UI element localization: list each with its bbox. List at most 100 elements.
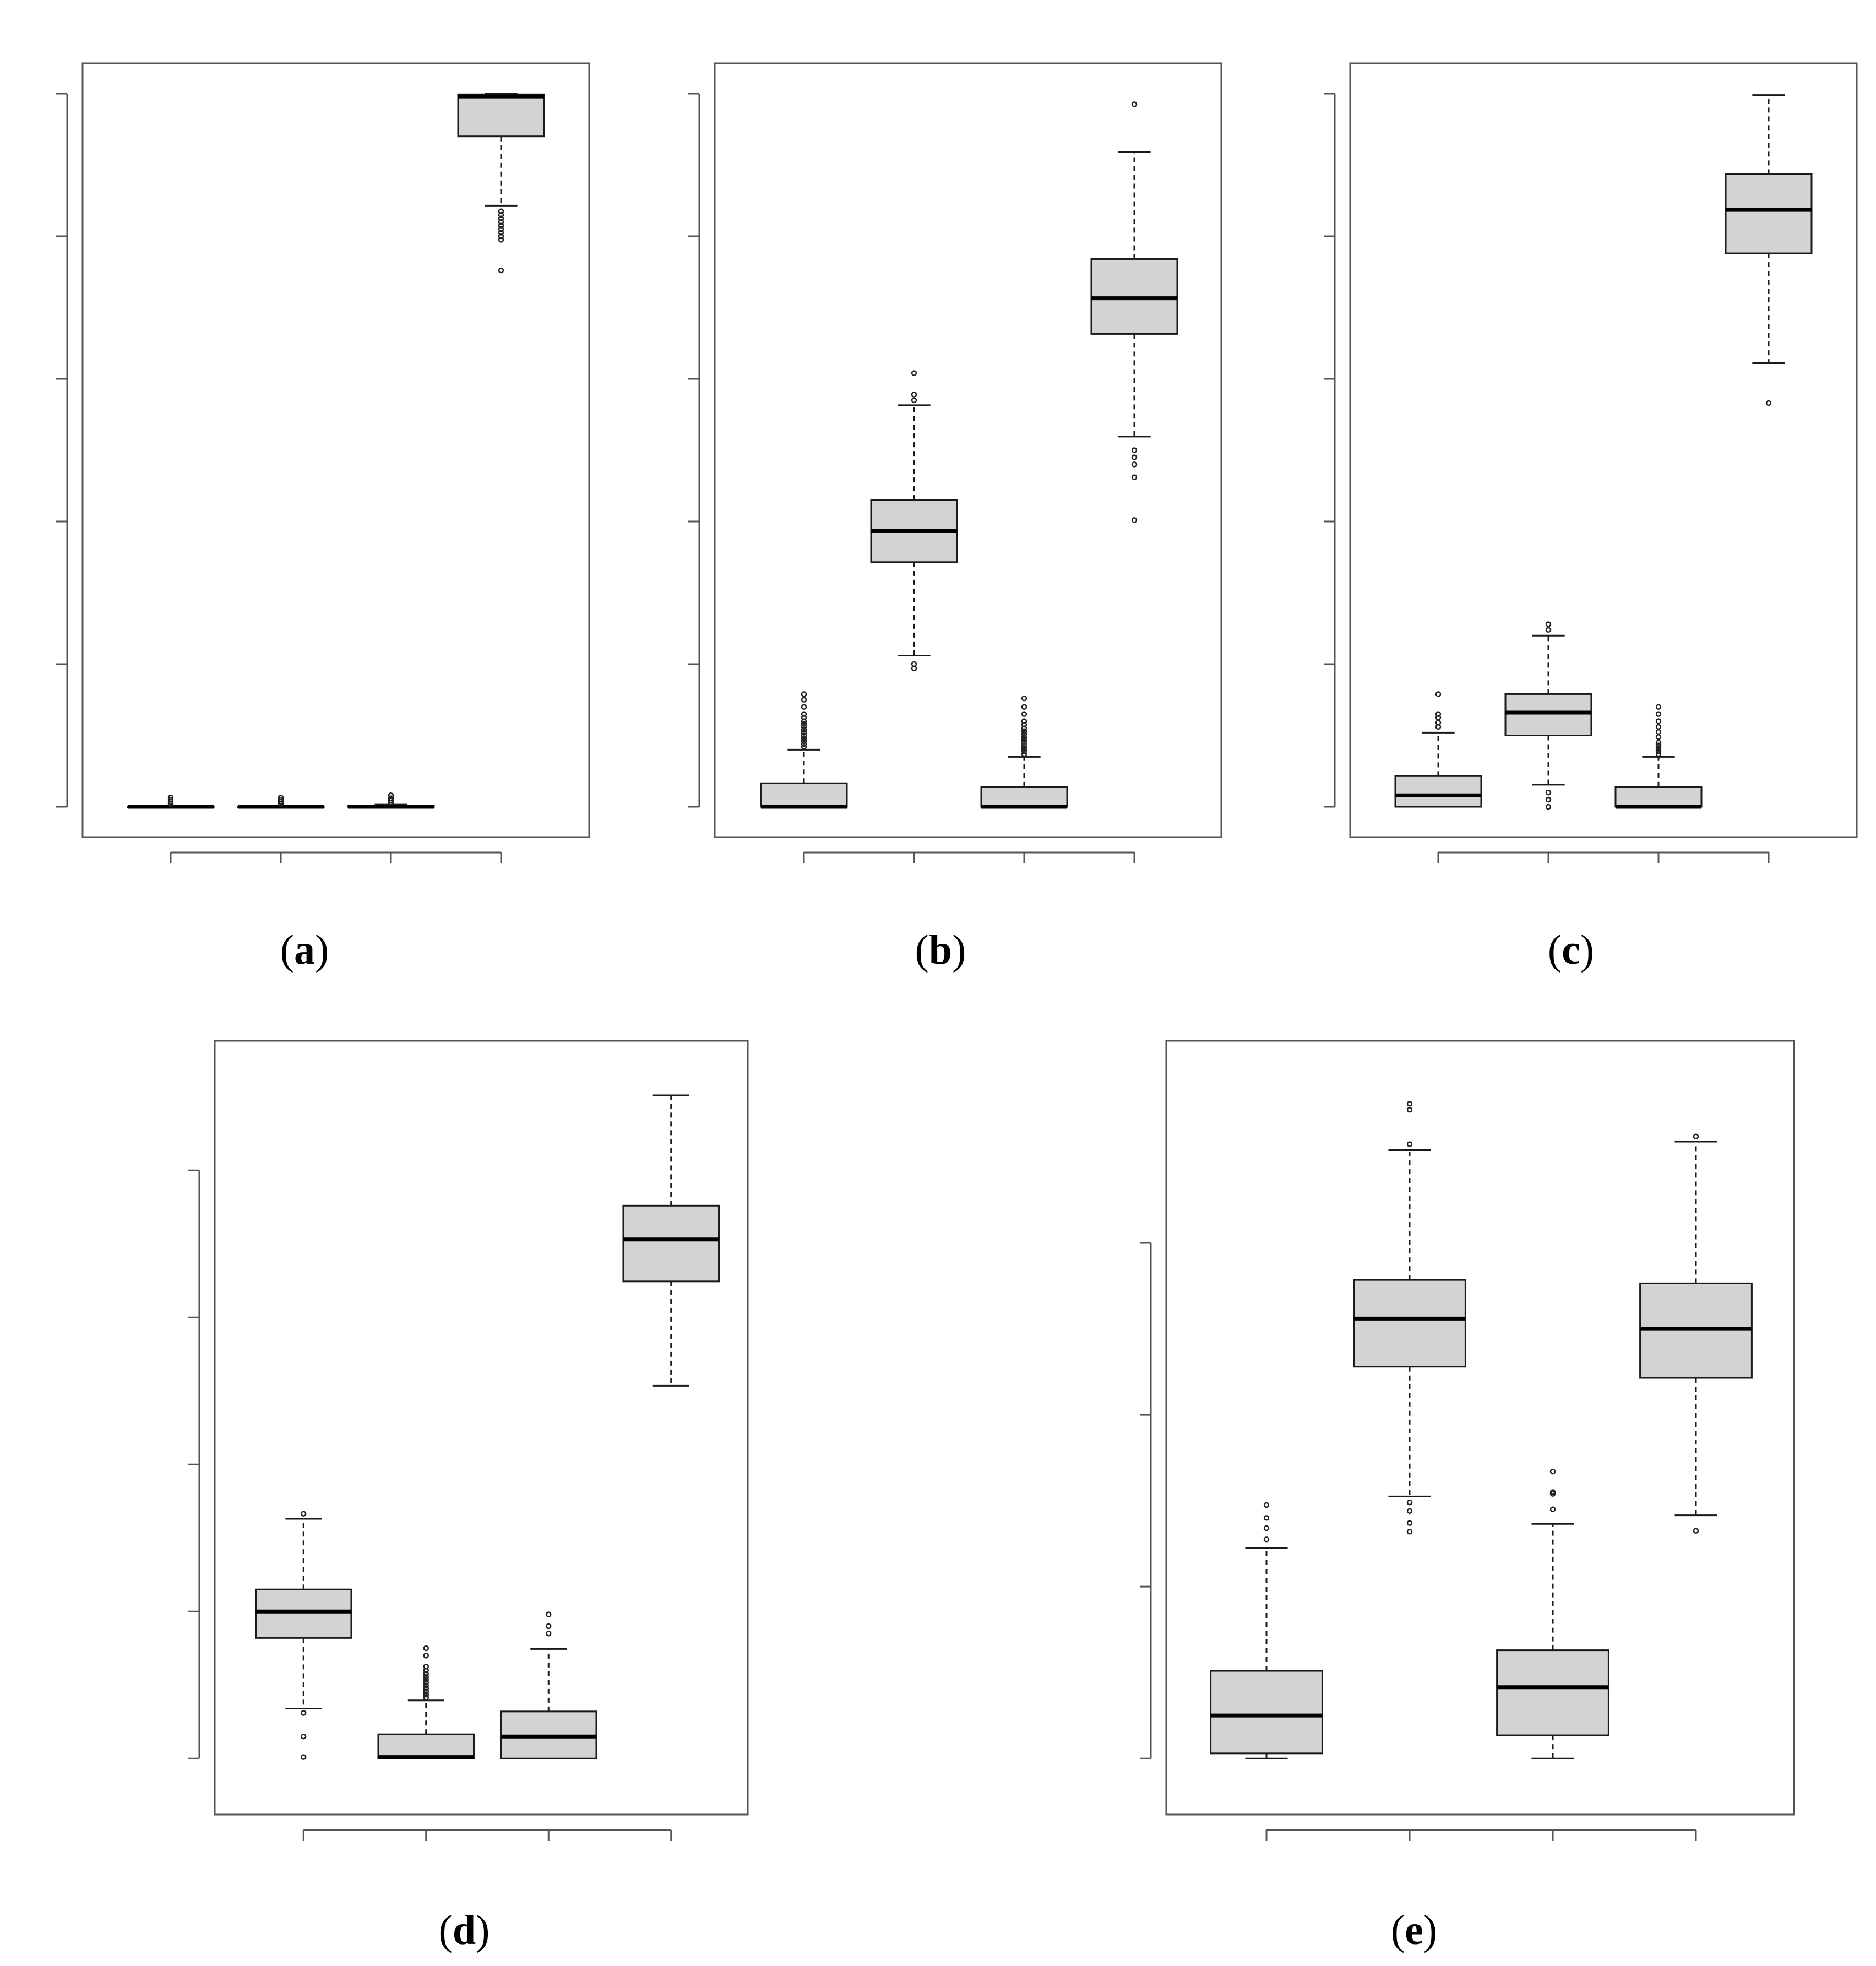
chart-d-box-hec-outlier xyxy=(423,1680,429,1686)
chart-a-box-epg-outlier xyxy=(498,233,504,240)
chart-b-box-cec-outlier xyxy=(801,721,807,727)
chart-c-frame xyxy=(1349,62,1858,838)
chart-c-box-cec-outlier xyxy=(1435,719,1442,726)
chart-b-box-epg-outlier xyxy=(1131,454,1138,460)
chart-e-frame xyxy=(1165,1040,1795,1816)
chart-b-box-epg-outlier xyxy=(1131,101,1138,107)
chart-d-box-hec-outlier xyxy=(423,1688,429,1695)
chart-e-box-hec-outlier xyxy=(1406,1106,1413,1113)
panel-label-e: (e) xyxy=(1391,1907,1437,1953)
chart-e-box-hec-body xyxy=(1353,1279,1466,1368)
chart-c-box-lec-outlier xyxy=(1655,718,1662,724)
chart-b-frame xyxy=(714,62,1222,838)
chart-b-box-lec-outlier xyxy=(1021,751,1027,757)
chart-a-box-epg-body xyxy=(457,93,545,138)
chart-d-box-lec-outlier xyxy=(546,1631,552,1637)
panel-label-c: (c) xyxy=(1548,927,1594,973)
chart-b-box-lec-outlier xyxy=(1021,737,1027,743)
chart-e-box-cec-outlier xyxy=(1263,1536,1270,1543)
chart-e-box-cec-outlier xyxy=(1263,1525,1270,1531)
chart-a-box-cec-outlier xyxy=(167,794,174,801)
chart-e-box-hec-outlier xyxy=(1406,1499,1413,1506)
chart-b-box-lec-outlier xyxy=(1021,711,1027,717)
chart-b-box-cec-body xyxy=(760,782,848,808)
chart-e-box-lec-outlier xyxy=(1549,1489,1556,1495)
panel-label-a: (a) xyxy=(280,927,329,973)
chart-a-box-hec-outlier xyxy=(278,794,284,801)
chart-b-box-hec-outlier xyxy=(911,665,917,672)
chart-b-box-cec-outlier xyxy=(801,724,807,730)
chart-d-box-epg-body xyxy=(622,1204,720,1283)
chart-c-box-lec-outlier xyxy=(1655,740,1662,746)
chart-c-box-lec-outlier xyxy=(1655,729,1662,735)
chart-d-box-hec-outlier xyxy=(423,1686,429,1692)
chart-c-box-lec-outlier xyxy=(1655,745,1662,752)
chart-b-box-cec-outlier xyxy=(801,711,807,717)
chart-d-box-hec-outlier xyxy=(423,1674,429,1680)
panel-label-b: (b) xyxy=(915,927,966,973)
chart-b-box-cec-outlier xyxy=(801,738,807,745)
chart-c-box-hec-outlier xyxy=(1545,796,1552,803)
chart-a-box-epg-outlier xyxy=(498,215,504,221)
chart-panel-d xyxy=(188,1040,749,1841)
chart-b-box-lec-body xyxy=(980,786,1068,808)
panel-label-b-letter: b xyxy=(929,927,952,973)
chart-d-frame xyxy=(214,1040,749,1816)
chart-d-box-cec-outlier xyxy=(301,1754,307,1760)
chart-c-box-lec-outlier xyxy=(1655,742,1662,748)
chart-b-box-lec-outlier xyxy=(1021,742,1027,748)
chart-b-box-lec-outlier xyxy=(1021,748,1027,754)
chart-b-box-epg-outlier xyxy=(1131,447,1138,453)
chart-e-box-epg-outlier xyxy=(1693,1528,1699,1534)
chart-c-box-lec-outlier xyxy=(1655,748,1662,754)
chart-b-box-cec-outlier xyxy=(801,718,807,724)
chart-c-box-cec-outlier xyxy=(1435,711,1442,717)
chart-d-box-hec-outlier xyxy=(423,1677,429,1683)
chart-b-box-lec-outlier xyxy=(1021,734,1027,740)
chart-b-box-lec-outlier xyxy=(1021,731,1027,737)
chart-b-box-epg-outlier xyxy=(1131,474,1138,480)
chart-c-box-hec-outlier xyxy=(1545,789,1552,796)
chart-b-box-lec-outlier xyxy=(1021,740,1027,746)
panel-label-e-letter: e xyxy=(1405,1907,1423,1953)
chart-a-box-epg-outlier xyxy=(498,226,504,232)
chart-d-box-hec-outlier xyxy=(423,1671,429,1677)
chart-c-box-hec-outlier xyxy=(1545,803,1552,810)
chart-b-box-hec-outlier xyxy=(911,370,917,376)
chart-a-box-epg-outlier xyxy=(498,208,504,214)
chart-c-box-lec-outlier xyxy=(1655,704,1662,710)
chart-e-box-hec-outlier xyxy=(1406,1520,1413,1526)
chart-e-box-cec-body xyxy=(1210,1670,1323,1755)
chart-b-box-cec-outlier xyxy=(801,714,807,721)
panel-label-d: (d) xyxy=(439,1907,490,1953)
chart-c-box-cec-outlier xyxy=(1435,714,1442,721)
chart-e-box-hec-outlier xyxy=(1406,1529,1413,1535)
chart-b-box-hec-outlier xyxy=(911,397,917,404)
chart-c-box-hec-outlier xyxy=(1545,621,1552,627)
chart-b-box-lec-outlier xyxy=(1021,704,1027,710)
chart-b-box-hec-outlier xyxy=(911,392,917,398)
chart-b-box-cec-outlier xyxy=(801,735,807,741)
chart-b-box-cec-outlier xyxy=(801,743,807,750)
chart-a-box-lec-outlier xyxy=(388,792,394,799)
chart-c-box-cec-outlier xyxy=(1435,691,1442,697)
chart-b-box-cec-outlier xyxy=(801,704,807,710)
chart-panel-c xyxy=(1324,62,1858,863)
chart-b-box-cec-outlier xyxy=(801,691,807,697)
chart-e-box-cec-outlier xyxy=(1263,1515,1270,1521)
chart-e-box-hec-outlier xyxy=(1406,1101,1413,1107)
chart-b-box-lec-outlier xyxy=(1021,721,1027,728)
chart-c-box-cec-body xyxy=(1394,775,1482,808)
chart-e-box-lec-outlier xyxy=(1549,1506,1556,1512)
chart-b-box-cec-outlier xyxy=(801,730,807,736)
chart-d-box-hec-outlier xyxy=(423,1691,429,1698)
chart-c-box-lec-body xyxy=(1614,786,1703,808)
chart-b-box-lec-outlier xyxy=(1021,725,1027,731)
chart-a-frame xyxy=(81,62,590,838)
chart-c-box-epg-outlier xyxy=(1765,400,1772,406)
chart-e-box-hec-outlier xyxy=(1406,1508,1413,1514)
chart-e-box-hec-outlier xyxy=(1406,1141,1413,1147)
chart-b-box-epg-outlier xyxy=(1131,517,1138,523)
chart-a-box-epg-outlier xyxy=(498,211,504,218)
